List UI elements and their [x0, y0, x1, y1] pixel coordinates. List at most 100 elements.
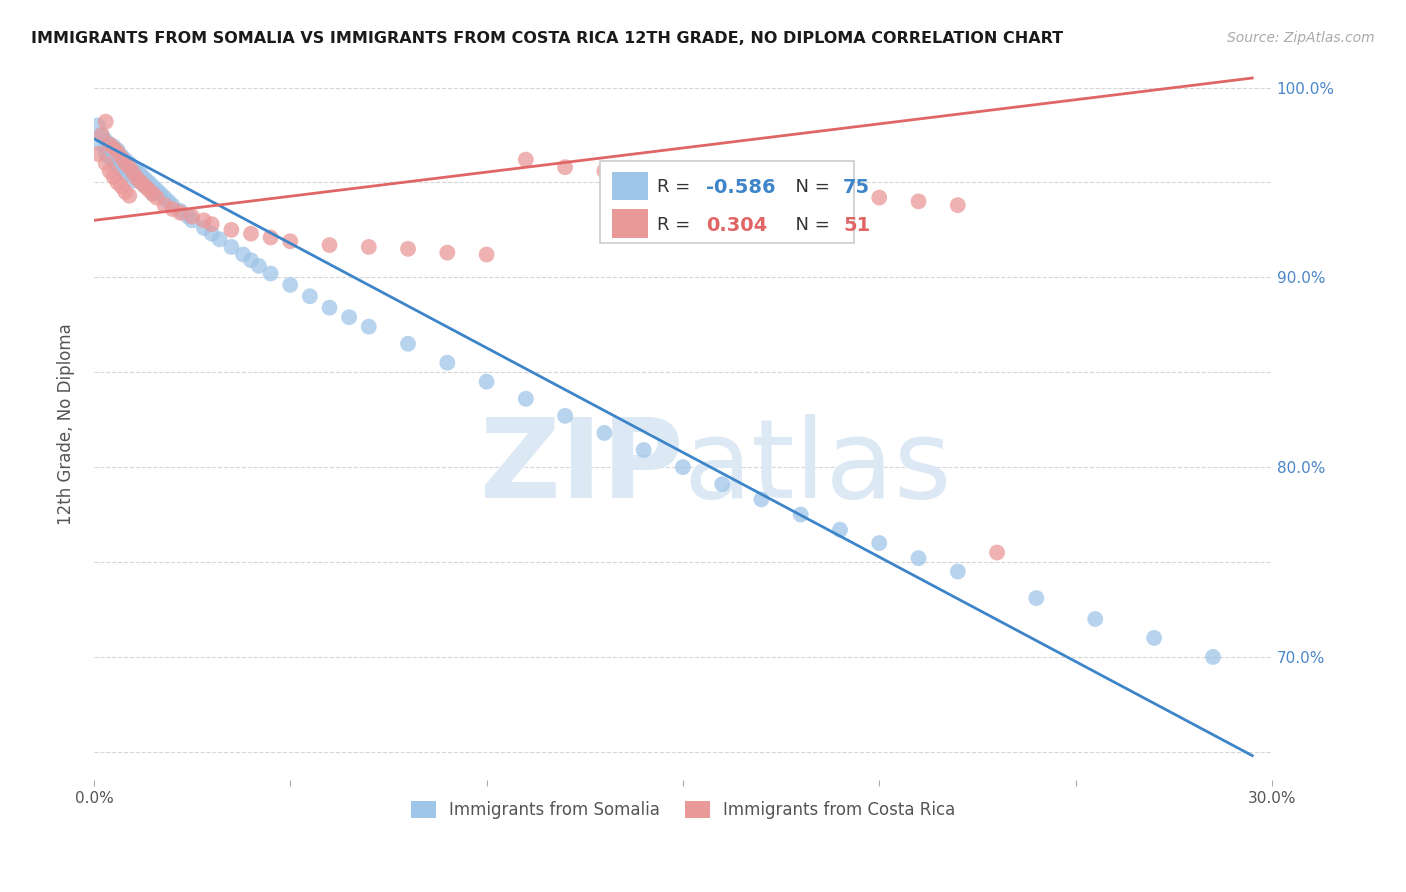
Point	[98, 151, 121, 165]
Point	[357, 240, 380, 254]
Point	[318, 238, 340, 252]
Point	[946, 198, 969, 212]
Text: R =: R =	[657, 216, 696, 234]
Text: N =: N =	[785, 178, 835, 196]
Point	[90, 128, 112, 142]
Point	[593, 425, 616, 440]
Legend: Immigrants from Somalia, Immigrants from Costa Rica: Immigrants from Somalia, Immigrants from…	[404, 794, 962, 825]
Point	[868, 536, 890, 550]
Y-axis label: 12th Grade, No Diploma: 12th Grade, No Diploma	[58, 324, 75, 525]
Point	[149, 186, 172, 201]
Point	[318, 301, 340, 315]
Point	[110, 151, 132, 165]
Point	[118, 188, 141, 202]
Point	[1202, 649, 1225, 664]
Point	[103, 147, 125, 161]
Point	[153, 198, 176, 212]
Point	[181, 210, 204, 224]
Point	[114, 153, 136, 167]
Point	[232, 247, 254, 261]
Point	[98, 143, 121, 157]
Point	[122, 168, 145, 182]
Point	[475, 247, 498, 261]
Text: atlas: atlas	[683, 414, 952, 521]
Point	[177, 210, 200, 224]
Point	[828, 523, 851, 537]
Point	[633, 168, 655, 182]
Point	[98, 137, 121, 152]
Point	[103, 141, 125, 155]
Point	[110, 179, 132, 194]
Point	[672, 460, 695, 475]
Point	[94, 134, 117, 148]
Point	[127, 171, 149, 186]
Point	[110, 162, 132, 177]
Point	[789, 508, 811, 522]
FancyBboxPatch shape	[612, 210, 648, 238]
Point	[103, 169, 125, 184]
Point	[986, 545, 1008, 559]
FancyBboxPatch shape	[600, 161, 853, 243]
Point	[711, 477, 734, 491]
Point	[169, 203, 191, 218]
Point	[593, 164, 616, 178]
Point	[672, 171, 695, 186]
Point	[907, 194, 929, 209]
Point	[103, 154, 125, 169]
Point	[396, 336, 419, 351]
Point	[278, 277, 301, 292]
Text: ZIP: ZIP	[479, 414, 683, 521]
Point	[298, 289, 321, 303]
Point	[118, 160, 141, 174]
Point	[201, 227, 224, 241]
Point	[907, 551, 929, 566]
Point	[129, 175, 152, 189]
Point	[103, 139, 125, 153]
Point	[515, 392, 537, 406]
Point	[107, 158, 129, 172]
Point	[110, 156, 132, 170]
Point	[554, 160, 576, 174]
Point	[94, 147, 117, 161]
Point	[247, 259, 270, 273]
Point	[868, 191, 890, 205]
Point	[221, 223, 243, 237]
Point	[107, 151, 129, 165]
Point	[127, 164, 149, 178]
Text: Source: ZipAtlas.com: Source: ZipAtlas.com	[1227, 31, 1375, 45]
Point	[396, 242, 419, 256]
Point	[221, 240, 243, 254]
Text: R =: R =	[657, 178, 696, 196]
Point	[181, 213, 204, 227]
Point	[142, 179, 165, 194]
Point	[162, 202, 184, 216]
Point	[114, 166, 136, 180]
Point	[114, 156, 136, 170]
Point	[357, 319, 380, 334]
Point	[98, 164, 121, 178]
Point	[129, 175, 152, 189]
Point	[90, 128, 112, 142]
Point	[554, 409, 576, 423]
Point	[107, 143, 129, 157]
Text: N =: N =	[785, 216, 835, 234]
Point	[1143, 631, 1166, 645]
Point	[118, 164, 141, 178]
Point	[436, 356, 458, 370]
Point	[98, 137, 121, 152]
Point	[751, 179, 773, 194]
Point	[94, 114, 117, 128]
Point	[107, 145, 129, 159]
Point	[259, 267, 281, 281]
Text: -0.586: -0.586	[706, 178, 776, 197]
Point	[475, 375, 498, 389]
Point	[122, 160, 145, 174]
Point	[145, 191, 167, 205]
Point	[157, 194, 180, 209]
Point	[134, 171, 156, 186]
Point	[142, 186, 165, 201]
Point	[142, 186, 165, 201]
Point	[193, 221, 215, 235]
Point	[138, 183, 160, 197]
Point	[278, 234, 301, 248]
